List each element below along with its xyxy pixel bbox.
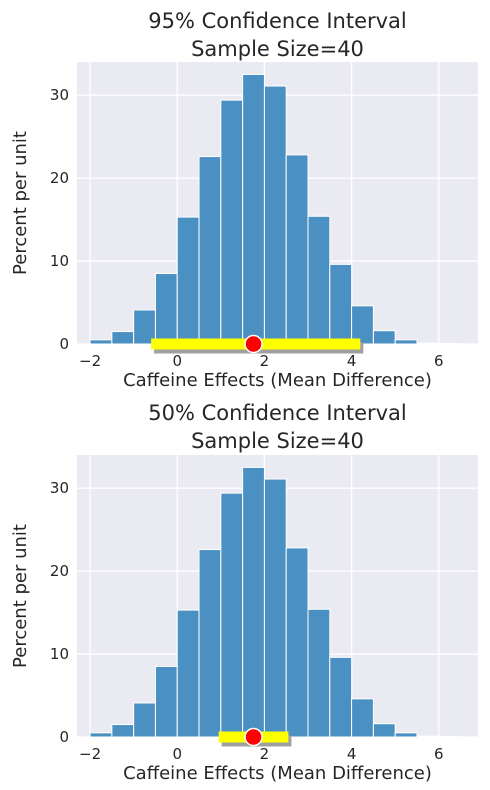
histogram-bar bbox=[329, 263, 353, 345]
histogram-bar bbox=[351, 698, 374, 738]
histogram-bar bbox=[220, 492, 244, 738]
histogram-bar bbox=[263, 85, 287, 345]
y-tick-label: 30 bbox=[50, 86, 69, 104]
histogram-bar bbox=[220, 99, 244, 345]
x-tick-label: 2 bbox=[260, 352, 270, 370]
point-estimate-marker bbox=[244, 334, 263, 354]
histogram-bar bbox=[154, 666, 178, 738]
x-tick-label: 2 bbox=[260, 745, 270, 763]
histogram-bar bbox=[351, 305, 374, 345]
chart-panel-2: −2 0 2 4 6 0 10 20 30 50% Confidence Interval Samp… bbox=[10, 401, 478, 784]
chart-title: Sample Size=40 bbox=[191, 37, 364, 61]
histogram-bar bbox=[285, 547, 309, 738]
y-tick-label: 20 bbox=[50, 169, 69, 187]
histogram-bar bbox=[416, 342, 440, 345]
y-axis-label: Percent per unit bbox=[10, 524, 31, 668]
histogram-bar bbox=[198, 549, 222, 738]
histogram-bar bbox=[372, 723, 396, 738]
histogram-bar bbox=[329, 656, 353, 738]
chart-panel-1: −2 0 2 4 6 0 10 20 30 95% Confidence Interval Samp… bbox=[10, 9, 478, 391]
histogram-bar bbox=[198, 156, 222, 345]
histogram-bar bbox=[133, 702, 156, 738]
histogram-bar bbox=[307, 215, 331, 345]
x-tick-label: −2 bbox=[79, 352, 101, 370]
y-tick-label: 10 bbox=[50, 252, 69, 270]
y-tick-label: 30 bbox=[50, 479, 69, 497]
histogram-bar bbox=[394, 339, 418, 345]
histogram-bar bbox=[176, 216, 200, 345]
x-tick-label: 0 bbox=[172, 352, 182, 370]
x-axis-label: Caffeine Effects (Mean Difference) bbox=[123, 370, 432, 391]
chart-title: Sample Size=40 bbox=[191, 429, 364, 453]
y-tick-label: 20 bbox=[50, 562, 69, 580]
x-tick-label: 4 bbox=[347, 352, 357, 370]
y-tick-label: 0 bbox=[59, 335, 69, 353]
x-tick-label: 4 bbox=[347, 745, 357, 763]
chart-title: 50% Confidence Interval bbox=[148, 401, 407, 425]
histogram-bar bbox=[242, 73, 265, 345]
y-tick-label: 0 bbox=[59, 728, 69, 746]
histogram-bar bbox=[307, 608, 331, 738]
histogram-bar bbox=[89, 732, 113, 738]
x-axis-label: Caffeine Effects (Mean Difference) bbox=[123, 763, 432, 784]
histogram-bar bbox=[372, 330, 396, 345]
x-tick-label: 6 bbox=[434, 745, 444, 763]
histogram-bar bbox=[154, 273, 178, 345]
histogram-bar bbox=[242, 466, 265, 738]
point-estimate-marker bbox=[244, 727, 263, 747]
y-tick-label: 10 bbox=[50, 645, 69, 663]
histogram-bar bbox=[263, 478, 287, 738]
y-axis-label: Percent per unit bbox=[10, 131, 31, 275]
chart-title: 95% Confidence Interval bbox=[148, 9, 407, 33]
histogram-bar bbox=[111, 724, 135, 738]
histogram-bar bbox=[394, 732, 418, 738]
histogram-bar bbox=[285, 154, 309, 345]
histogram-bar bbox=[89, 339, 113, 345]
x-tick-label: 0 bbox=[172, 745, 182, 763]
histogram-bar bbox=[111, 331, 135, 345]
x-tick-label: −2 bbox=[79, 745, 101, 763]
histogram-bar bbox=[416, 735, 440, 738]
histogram-bar bbox=[176, 609, 200, 738]
x-tick-label: 6 bbox=[434, 352, 444, 370]
